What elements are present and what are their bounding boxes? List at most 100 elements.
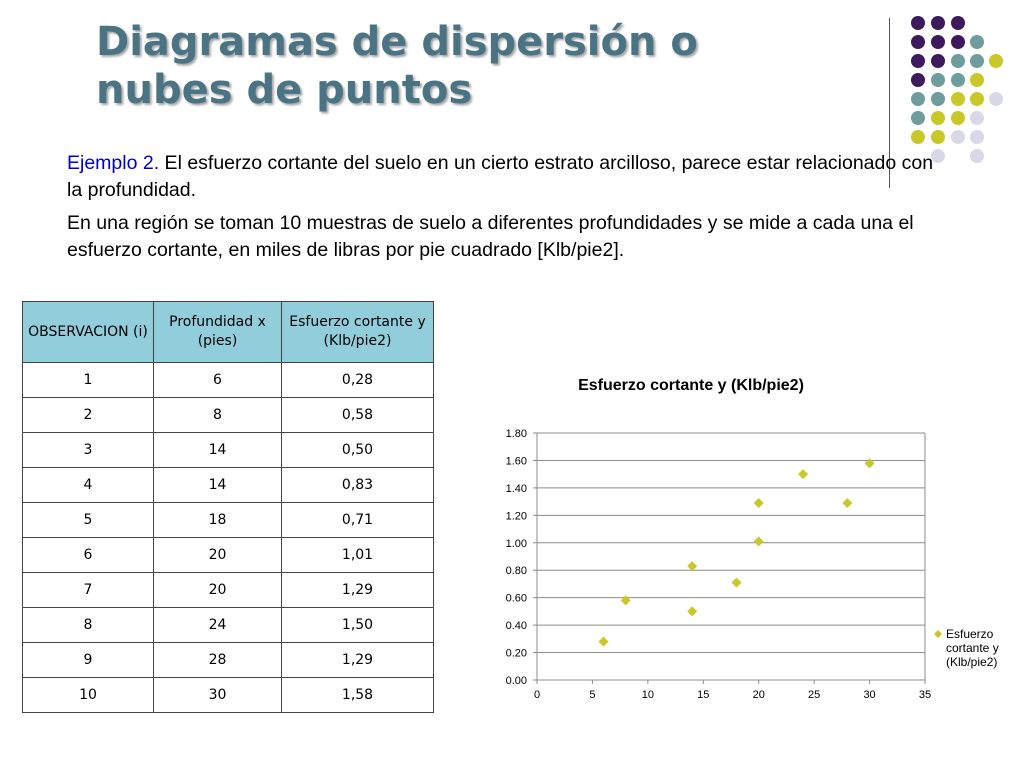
decorative-dot: [970, 35, 984, 49]
decorative-dot: [989, 92, 1003, 106]
x-tick-label: 15: [697, 689, 709, 701]
decorative-dot: [911, 92, 925, 106]
legend-label: Esfuerzo: [946, 627, 994, 641]
decorative-dot: [931, 130, 945, 144]
table-cell: 1,29: [281, 572, 434, 608]
table-cell: 30: [153, 677, 282, 713]
decorative-dot: [911, 130, 925, 144]
decorative-dot: [989, 54, 1003, 68]
example-label: Ejemplo 2.: [67, 152, 160, 174]
y-tick-label: 1.40: [506, 483, 527, 495]
decorative-dot: [931, 92, 945, 106]
y-tick-label: 1.60: [506, 455, 527, 467]
decorative-dot: [951, 16, 965, 30]
data-point: [687, 561, 698, 572]
chart-title: Esfuerzo cortante y (Klb/pie2): [578, 377, 804, 394]
decorative-dot: [970, 149, 984, 163]
decorative-dot: [951, 130, 965, 144]
decorative-dot: [951, 92, 965, 106]
decorative-dot: [911, 111, 925, 125]
table-row: 4 14 0,83: [22, 467, 434, 503]
table-cell: 0,28: [281, 362, 434, 398]
table-row: 9 28 1,29: [22, 642, 434, 678]
decorative-dot: [951, 111, 965, 125]
description-paragraph: En una región se toman 10 muestras de su…: [67, 212, 914, 261]
decorative-dot: [911, 73, 925, 87]
data-point: [753, 497, 764, 508]
legend-label: cortante y: [946, 641, 999, 655]
decorative-dot: [970, 111, 984, 125]
decorative-dot: [951, 54, 965, 68]
table-cell: 8: [22, 607, 154, 643]
example-text: El esfuerzo cortante del suelo en un cie…: [67, 152, 934, 201]
table-cell: 3: [22, 432, 154, 468]
data-point: [842, 497, 853, 508]
x-tick-label: 25: [808, 689, 820, 701]
table-cell: 1,58: [281, 677, 434, 713]
table-cell: 0,71: [281, 502, 434, 538]
decorative-dot: [911, 35, 925, 49]
decorative-dot: [951, 35, 965, 49]
decorative-dot: [931, 149, 945, 163]
x-tick-label: 5: [589, 689, 595, 701]
table-row: 7 20 1,29: [22, 572, 434, 608]
data-point: [620, 595, 631, 606]
table-cell: 1,01: [281, 537, 434, 573]
table-cell: 20: [153, 572, 282, 608]
decorative-dot: [970, 130, 984, 144]
y-tick-label: 0.80: [506, 565, 527, 577]
table-cell: 0,50: [281, 432, 434, 468]
table-cell: 28: [153, 642, 282, 678]
table-row: 5 18 0,71: [22, 502, 434, 538]
x-tick-label: 30: [863, 689, 875, 701]
table-row: 6 20 1,01: [22, 537, 434, 573]
decorative-dot: [970, 92, 984, 106]
decorative-dot: [931, 16, 945, 30]
y-tick-label: 0.00: [506, 675, 527, 687]
slide-title: Diagramas de dispersión o nubes de punto…: [96, 18, 698, 114]
table-row: 1 6 0,28: [22, 362, 434, 398]
y-tick-label: 0.20: [506, 648, 527, 660]
table-cell: 1,29: [281, 642, 434, 678]
data-point: [753, 536, 764, 547]
table-cell: 0,83: [281, 467, 434, 503]
table-cell: 2: [22, 397, 154, 433]
table-cell: 14: [153, 432, 282, 468]
slide-body: Ejemplo 2. El esfuerzo cortante del suel…: [67, 150, 947, 270]
data-point: [731, 577, 742, 588]
table-cell: 7: [22, 572, 154, 608]
data-point: [798, 469, 809, 480]
table-cell: 1,50: [281, 607, 434, 643]
y-tick-label: 1.20: [506, 510, 527, 522]
slide-title-line-1: Diagramas de dispersión o: [96, 19, 698, 65]
decorative-dot: [931, 73, 945, 87]
table-cell: 18: [153, 502, 282, 538]
table-row: 10 30 1,58: [22, 677, 434, 713]
table-cell: 5: [22, 502, 154, 538]
table-cell: 0,58: [281, 397, 434, 433]
header-esfuerzo: Esfuerzo cortante y (Klb/pie2): [281, 301, 434, 363]
table-cell: 6: [153, 362, 282, 398]
table-cell: 8: [153, 397, 282, 433]
header-profundidad: Profundidad x (pies): [153, 301, 282, 363]
x-tick-label: 35: [919, 689, 931, 701]
x-tick-label: 10: [642, 689, 654, 701]
table-cell: 10: [22, 677, 154, 713]
table-row: 2 8 0,58: [22, 397, 434, 433]
table-cell: 1: [22, 362, 154, 398]
data-point: [687, 606, 698, 617]
header-observacion: OBSERVACION (i): [22, 301, 154, 363]
table-row: 8 24 1,50: [22, 607, 434, 643]
decorative-dot: [970, 54, 984, 68]
table-cell: 20: [153, 537, 282, 573]
decorative-dot: [970, 73, 984, 87]
decorative-dot: [911, 54, 925, 68]
table-cell: 6: [22, 537, 154, 573]
table-cell: 14: [153, 467, 282, 503]
data-point: [598, 636, 609, 647]
y-tick-label: 0.40: [506, 620, 527, 632]
scatter-chart: Esfuerzo cortante y (Klb/pie2) 0.00 0.20 0.…: [506, 377, 999, 701]
decorative-dot: [931, 54, 945, 68]
y-tick-label: 0.60: [506, 593, 527, 605]
data-table: OBSERVACION (i) Profundidad x (pies) Esf…: [22, 301, 434, 713]
